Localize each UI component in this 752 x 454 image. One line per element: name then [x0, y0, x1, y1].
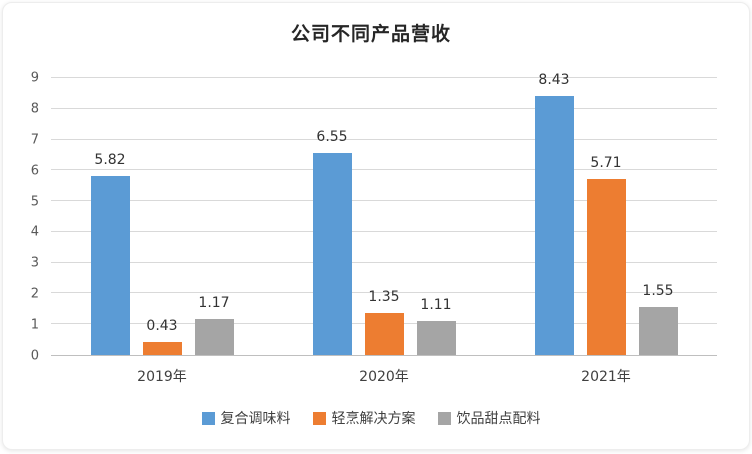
bar: 1.55 [638, 283, 678, 355]
bar-group: 8.43 5.71 1.55 [495, 72, 717, 355]
y-tick-label: 5 [30, 194, 39, 210]
y-tick-label: 9 [30, 70, 39, 86]
y-tick-label: 1 [30, 317, 39, 333]
bar-value-label: 5.82 [94, 151, 126, 168]
gridline [51, 138, 717, 140]
gridline [51, 77, 717, 78]
bar-value-label: 1.55 [642, 283, 674, 300]
bar-value-label: 1.11 [420, 296, 452, 313]
bar: 1.11 [416, 297, 456, 355]
bar-groups: 5.82 0.43 1.17 6.55 1.35 1.11 8.43 5.71 1.55 [51, 72, 717, 355]
legend-item: 轻烹解决方案 [312, 408, 416, 428]
x-tick-label: 2019年 [137, 369, 187, 385]
gridline [51, 107, 717, 109]
bar-value-label: 1.35 [368, 289, 400, 306]
bar: 0.43 [142, 318, 182, 355]
gridline [51, 261, 717, 263]
plot-area: 5.82 0.43 1.17 6.55 1.35 1.11 8.43 5.71 1.55 [51, 72, 717, 356]
bar-value-label: 1.17 [198, 295, 230, 311]
y-tick-label: 2 [30, 286, 39, 302]
y-axis: 0 1 2 3 4 5 6 7 8 9 [19, 72, 45, 363]
x-tick-label: 2021年 [581, 369, 631, 385]
bar-value-label: 5.71 [590, 155, 622, 172]
y-tick-label: 8 [30, 101, 39, 117]
gridline [51, 230, 717, 232]
bar-group: 5.82 0.43 1.17 [51, 78, 273, 355]
bar: 5.82 [90, 152, 130, 355]
chart-title: 公司不同产品营收 [290, 23, 451, 45]
legend-item: 饮品甜点配料 [437, 408, 541, 428]
x-tick-label: 2020年 [359, 369, 409, 385]
bar-group: 6.55 1.35 1.11 [273, 78, 495, 355]
y-tick-label: 6 [30, 163, 39, 179]
legend-swatch [437, 411, 451, 425]
y-tick-label: 7 [30, 132, 39, 148]
gridline [51, 169, 717, 171]
legend-swatch [312, 411, 326, 425]
y-tick-label: 0 [30, 348, 39, 364]
legend-label: 轻烹解决方案 [331, 411, 416, 427]
bar: 1.17 [194, 295, 234, 355]
bar-groups-inner: 5.82 0.43 1.17 6.55 1.35 1.11 8.43 5.71 1.55 [51, 72, 717, 355]
bar: 5.71 [586, 155, 626, 355]
legend-label: 饮品甜点配料 [456, 411, 541, 427]
bar: 8.43 [534, 72, 574, 355]
legend-swatch [201, 411, 215, 425]
bar-value-label: 6.55 [316, 129, 348, 146]
gridline [51, 292, 717, 294]
gridline [51, 200, 717, 202]
x-axis: 2019年 2020年 2021年 [51, 366, 717, 386]
legend-label: 复合调味料 [220, 411, 291, 427]
bar-value-label: 8.43 [538, 71, 570, 88]
y-tick-label: 4 [30, 224, 39, 240]
bar: 6.55 [312, 129, 352, 355]
y-tick-label: 3 [30, 255, 39, 271]
bar: 1.35 [364, 289, 404, 355]
bar-value-label: 0.43 [146, 317, 178, 334]
legend-item: 复合调味料 [201, 408, 291, 428]
legend: 复合调味料 轻烹解决方案 饮品甜点配料 [19, 408, 723, 428]
